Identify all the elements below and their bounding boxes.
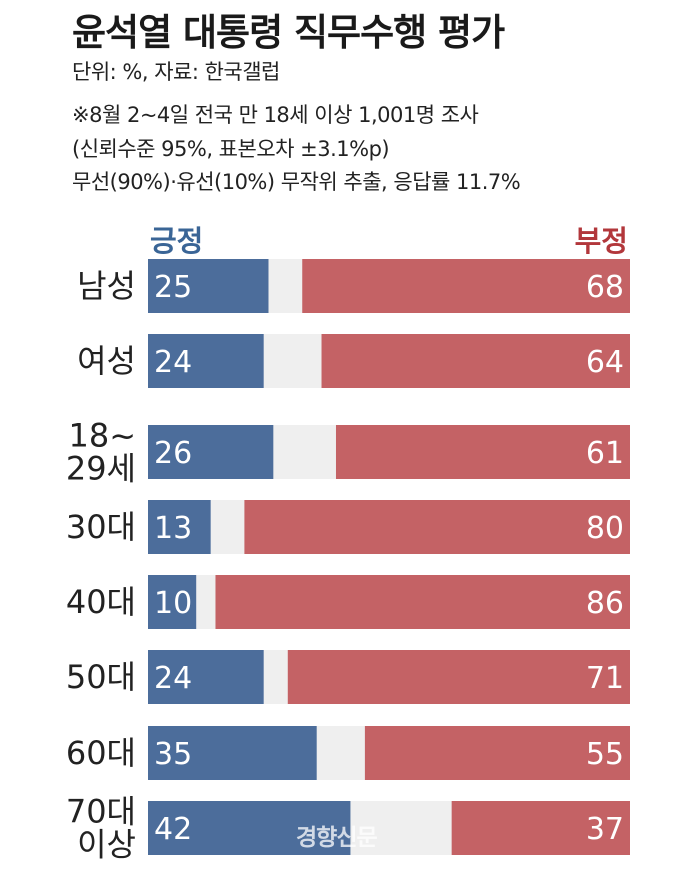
value-label-negative: 80: [586, 511, 624, 546]
value-label-negative: 71: [586, 661, 624, 696]
category-label: 70대: [66, 793, 136, 831]
bar-positive: [148, 575, 197, 629]
value-label-negative: 55: [586, 737, 624, 772]
unit-source-text: 단위: %, 자료: 한국갤럽: [72, 60, 280, 84]
bar-positive: [148, 259, 269, 313]
legend-negative: 부정: [574, 224, 628, 258]
bar-negative: [451, 801, 630, 855]
bar-negative: [302, 259, 630, 313]
category-label: 60대: [66, 734, 136, 772]
page-title: 윤석열 대통령 직무수행 평가: [72, 11, 505, 54]
value-label-negative: 68: [586, 270, 624, 305]
category-label: 여성: [77, 342, 136, 380]
value-label-positive: 42: [154, 812, 192, 847]
category-label: 18~: [68, 417, 136, 455]
survey-note-line1: ※8월 2~4일 전국 만 18세 이상 1,001명 조사: [72, 103, 479, 127]
value-label-positive: 35: [154, 737, 192, 772]
bar-negative: [287, 650, 630, 704]
value-label-negative: 61: [586, 436, 624, 471]
bar-negative: [215, 575, 631, 629]
category-label: 29세: [66, 450, 136, 488]
bar-negative: [321, 334, 630, 388]
value-label-negative: 37: [586, 812, 624, 847]
bar-negative: [364, 726, 630, 780]
survey-note-line3: 무선(90%)·유선(10%) 무작위 추출, 응답률 11.7%: [72, 170, 521, 194]
value-label-negative: 86: [586, 586, 624, 621]
value-label-positive: 13: [154, 511, 192, 546]
survey-note-line2: (신뢰수준 95%, 표본오차 ±3.1%p): [72, 137, 390, 161]
category-label: 남성: [77, 267, 136, 305]
bar-negative: [335, 425, 630, 479]
category-label: 40대: [66, 583, 136, 621]
value-label-positive: 24: [154, 661, 192, 696]
bar-positive: [148, 500, 211, 554]
value-label-positive: 24: [154, 345, 192, 380]
category-label: 30대: [66, 508, 136, 546]
legend-positive: 긍정: [150, 224, 204, 258]
watermark-logo: 경향신문: [296, 825, 378, 851]
bar-negative: [244, 500, 630, 554]
value-label-positive: 26: [154, 436, 192, 471]
bar-positive: [148, 425, 274, 479]
category-label: 50대: [66, 658, 136, 696]
bar-positive: [148, 726, 317, 780]
value-label-negative: 64: [586, 345, 624, 380]
category-label: 이상: [77, 826, 136, 864]
bar-positive: [148, 801, 351, 855]
bar-positive: [148, 334, 264, 388]
bar-positive: [148, 650, 264, 704]
value-label-positive: 10: [154, 586, 192, 621]
value-label-positive: 25: [154, 270, 192, 305]
